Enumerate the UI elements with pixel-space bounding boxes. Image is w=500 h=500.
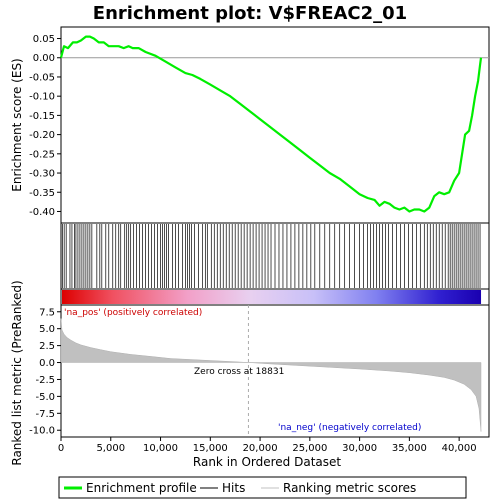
- positive-correlation-label: 'na_pos' (positively correlated): [64, 308, 202, 318]
- enrichment-score-panel: 0.05 0.00 -0.05 -0.10 -0.15 -0.20 -0.25 -0.30 -0…: [29, 26, 490, 224]
- es-y-tick-label: -0.30: [29, 169, 55, 180]
- zero-cross-label: Zero cross at 18831: [194, 367, 284, 377]
- x-tick-label: 5,000: [96, 443, 125, 454]
- es-y-tick-label: -0.40: [29, 207, 55, 218]
- metric-y-tick-label: -2.5: [35, 375, 55, 386]
- es-y-tick-label: -0.35: [29, 188, 55, 199]
- metric-y-tick-label: -10.0: [29, 426, 55, 437]
- legend: Enrichment profile Hits Ranking metric s…: [58, 476, 467, 499]
- es-y-tick-label: -0.25: [29, 149, 55, 160]
- x-axis-label: Rank in Ordered Dataset: [193, 455, 341, 469]
- x-tick-label: 40,000: [442, 443, 477, 454]
- es-y-tick-label: -0.05: [29, 72, 55, 83]
- chart-title: Enrichment plot: V$FREAC2_01: [93, 3, 407, 24]
- metric-y-tick-label: 7.5: [39, 307, 55, 318]
- negative-correlation-label: 'na_neg' (negatively correlated): [278, 423, 421, 433]
- enrichment-profile-line: [59, 35, 483, 213]
- es-y-axis-label: Enrichment score (ES): [10, 58, 24, 191]
- es-y-tick-label: 0.05: [33, 34, 55, 45]
- x-tick-label: 35,000: [392, 443, 427, 454]
- metric-y-tick-label: 5.0: [39, 324, 55, 335]
- x-tick-label: 20,000: [243, 443, 278, 454]
- legend-label-enrichment: Enrichment profile: [86, 481, 197, 495]
- ranking-metric-area: [60, 318, 482, 432]
- es-y-tick-label: -0.15: [29, 111, 55, 122]
- metric-y-tick-label: -5.0: [35, 392, 55, 403]
- metric-y-axis-label: Ranked list metric (PreRanked): [10, 280, 24, 465]
- x-tick-label: 15,000: [193, 443, 228, 454]
- x-tick-label: 10,000: [143, 443, 178, 454]
- x-tick-label: 25,000: [292, 443, 327, 454]
- x-tick-label: 30,000: [342, 443, 377, 454]
- legend-label-metric: Ranking metric scores: [283, 481, 416, 495]
- es-plot-frame: [60, 26, 490, 224]
- es-y-tick-label: 0.00: [33, 53, 55, 64]
- metric-y-tick-label: 0.0: [39, 358, 55, 369]
- x-tick-label: 0: [58, 443, 64, 454]
- metric-y-tick-label: 2.5: [39, 341, 55, 352]
- hits-panel: [60, 222, 490, 306]
- ranked-metric-panel: 7.5 5.0 2.5 0.0 -2.5 -5.0 -7.5 -10.00 5,000 10,00…: [29, 304, 490, 454]
- rank-color-bar: [62, 290, 482, 304]
- metric-y-tick-label: -7.5: [35, 409, 55, 420]
- es-y-tick-label: -0.20: [29, 130, 55, 141]
- legend-label-hits: Hits: [222, 481, 245, 495]
- es-y-tick-label: -0.10: [29, 92, 55, 103]
